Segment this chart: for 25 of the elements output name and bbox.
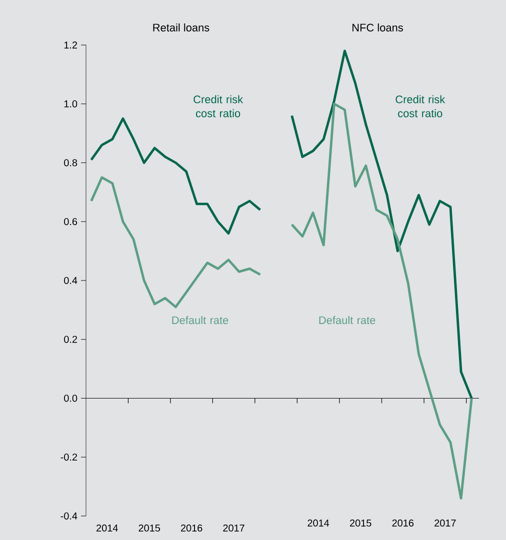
text: Default rate	[319, 316, 376, 324]
y-tick-label: 0.8	[64, 159, 78, 166]
y-tick-label: -0.2	[60, 454, 78, 461]
series-label: Default rate	[172, 316, 228, 324]
x-tick-label: 2014	[308, 520, 330, 527]
text: Credit risk cost ratio	[194, 95, 244, 118]
y-tick-label: 1.0	[64, 100, 78, 108]
y-tick-label: 0.6	[64, 218, 78, 226]
x-tick-label: 2017	[223, 524, 244, 532]
x-tick-label: 2016	[180, 524, 202, 532]
text: Credit risk cost ratio	[396, 95, 446, 118]
x-tick-label: 2014	[96, 524, 118, 532]
y-tick-label: 0.2	[64, 336, 78, 343]
y-tick-label: 0.0	[64, 394, 78, 402]
x-tick-label: 2016	[392, 520, 414, 527]
line-series	[90, 176, 262, 308]
y-tick-label: -0.4	[60, 512, 78, 520]
chart-title: NFC loans	[352, 23, 403, 32]
line-series	[90, 117, 262, 235]
chart-title: Retail loans	[153, 23, 210, 32]
x-tick-label: 2015	[138, 524, 160, 532]
x-tick-label: 2015	[350, 520, 372, 527]
x-tick-label: 2017	[434, 520, 456, 527]
y-tick-label: 0.4	[64, 276, 78, 284]
y-tick-label: 1.2	[64, 42, 78, 48]
